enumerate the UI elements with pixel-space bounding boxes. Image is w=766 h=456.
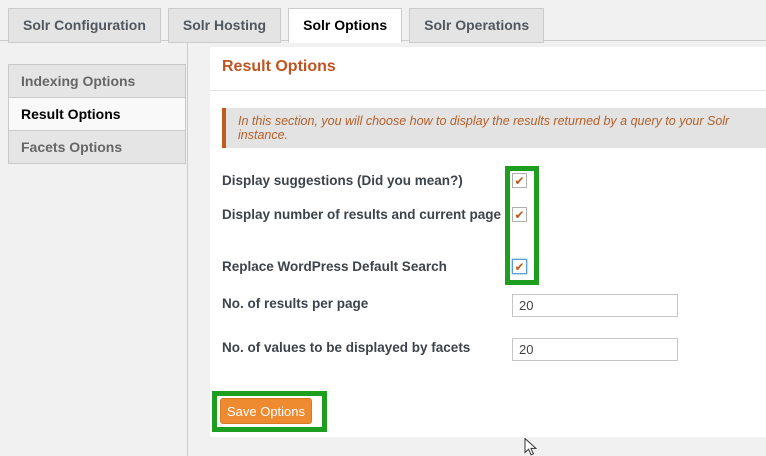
facet-values-label: No. of values to be displayed by facets	[222, 340, 471, 355]
tab-solr-hosting[interactable]: Solr Hosting	[167, 8, 282, 43]
sidebar-item-result-options[interactable]: Result Options	[8, 97, 186, 131]
tab-solr-options[interactable]: Solr Options	[288, 8, 403, 43]
title-divider	[210, 90, 766, 91]
facet-values-input[interactable]	[512, 338, 678, 361]
tab-solr-operations[interactable]: Solr Operations	[409, 8, 545, 43]
replace-default-search-checkbox[interactable]: ✔	[512, 259, 527, 274]
form-row-number-of-results: Display number of results and current pa…	[222, 205, 754, 225]
results-per-page-input[interactable]	[512, 294, 678, 317]
form-row-facet-values: No. of values to be displayed by facets	[222, 338, 754, 361]
sidebar-item-facets-options[interactable]: Facets Options	[8, 130, 186, 164]
suggestions-label: Display suggestions (Did you mean?)	[222, 173, 463, 188]
form-row-replace-default-search: Replace WordPress Default Search ✔	[222, 257, 754, 277]
info-box: In this section, you will choose how to …	[222, 108, 766, 148]
number-of-results-label: Display number of results and current pa…	[222, 207, 502, 222]
info-text: In this section, you will choose how to …	[238, 114, 730, 142]
results-per-page-label: No. of results per page	[222, 296, 369, 311]
sidebar: Indexing Options Result Options Facets O…	[8, 64, 186, 164]
check-icon: ✔	[514, 173, 525, 188]
suggestions-checkbox[interactable]: ✔	[512, 173, 527, 188]
number-of-results-checkbox[interactable]: ✔	[512, 207, 527, 222]
tabbar: Solr Configuration Solr Hosting Solr Opt…	[8, 8, 545, 43]
sidebar-item-indexing-options[interactable]: Indexing Options	[8, 64, 186, 98]
content-panel: Result Options In this section, you will…	[210, 47, 766, 437]
page-title: Result Options	[222, 58, 336, 75]
mouse-cursor	[524, 438, 538, 456]
form-row-suggestions: Display suggestions (Did you mean?) ✔	[222, 171, 754, 191]
tab-solr-configuration[interactable]: Solr Configuration	[8, 8, 161, 43]
replace-default-search-label: Replace WordPress Default Search	[222, 259, 447, 274]
save-options-button[interactable]: Save Options	[220, 398, 312, 424]
sidebar-divider	[187, 41, 188, 456]
form-row-results-per-page: No. of results per page	[222, 294, 754, 317]
check-icon: ✔	[514, 259, 525, 274]
check-icon: ✔	[514, 207, 525, 222]
